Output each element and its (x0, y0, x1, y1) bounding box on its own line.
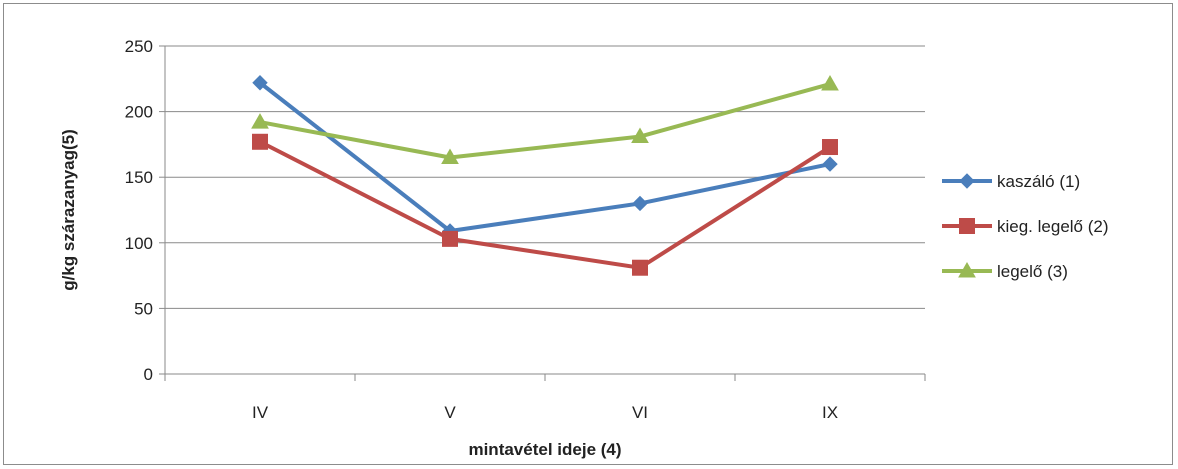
chart-frame (3, 3, 1173, 465)
y-axis-title: g/kg szárazanyag(5) (59, 129, 78, 291)
diamond-marker (632, 195, 648, 212)
legend-label: legelő (3) (997, 262, 1068, 281)
y-tick-label: 200 (125, 103, 153, 122)
y-tick-label: 150 (125, 168, 153, 187)
diamond-marker (252, 75, 268, 91)
x-tick-label: VI (632, 403, 648, 422)
series-line (258, 80, 832, 233)
x-tick-label: V (444, 403, 456, 422)
axes: 0 50 100 150 200 250 IV V VI IX (125, 37, 926, 422)
x-tick-label: IX (822, 403, 838, 422)
legend-label: kieg. legelő (2) (997, 217, 1109, 236)
legend-item: kieg. legelő (2) (942, 217, 1109, 236)
x-tick-label: IV (252, 403, 269, 422)
legend-item: legelő (3) (942, 261, 1068, 281)
x-axis-title: mintavétel ideje (4) (468, 440, 621, 459)
series-2 (252, 133, 838, 276)
series-line (258, 82, 832, 160)
series-1 (252, 75, 838, 239)
triangle-marker (251, 113, 269, 129)
square-marker (442, 230, 458, 247)
triangle-marker (631, 127, 649, 144)
square-marker (959, 218, 975, 234)
square-marker (822, 139, 838, 156)
y-tick-label: 250 (125, 37, 153, 56)
triangle-marker (821, 75, 839, 91)
series-3 (251, 75, 839, 165)
legend-item: kaszáló (1) (942, 172, 1080, 191)
diamond-marker (822, 156, 838, 172)
legend: kaszáló (1) kieg. legelő (2) legelő (3) (942, 172, 1109, 281)
legend-label: kaszáló (1) (997, 172, 1080, 191)
y-tick-label: 100 (125, 234, 153, 253)
triangle-marker (441, 148, 459, 165)
square-marker (632, 259, 648, 276)
y-tick-label: 50 (134, 299, 153, 318)
series-layer (251, 75, 839, 276)
gridlines (165, 45, 925, 309)
square-marker (252, 133, 268, 150)
series-line (258, 139, 832, 270)
triangle-marker (958, 261, 976, 278)
diamond-marker (959, 173, 975, 189)
y-tick-label: 0 (144, 365, 153, 384)
